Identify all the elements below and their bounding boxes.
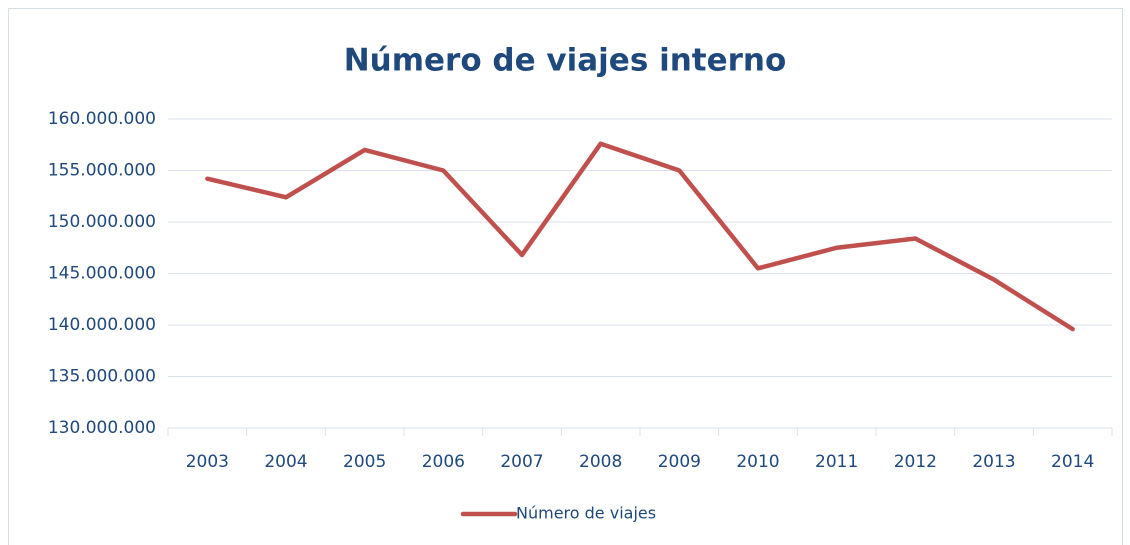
y-tick-label: 140.000.000	[48, 315, 156, 335]
y-tick-label: 130.000.000	[48, 418, 156, 438]
x-tick-label: 2012	[894, 452, 937, 472]
legend-label: Número de viajes	[516, 504, 656, 523]
x-tick-label: 2005	[343, 452, 386, 472]
x-tick-label: 2003	[186, 452, 229, 472]
x-tick-label: 2011	[815, 452, 858, 472]
chart-frame	[8, 8, 1123, 545]
x-tick-label: 2014	[1051, 452, 1094, 472]
chart-title: Número de viajes interno	[344, 43, 787, 79]
x-tick-label: 2004	[264, 452, 307, 472]
data-line	[205, 141, 1075, 332]
y-tick-label: 160.000.000	[48, 109, 156, 129]
y-tick-label: 155.000.000	[48, 161, 156, 181]
x-tick-label: 2006	[422, 452, 465, 472]
x-tick-label: 2007	[500, 452, 543, 472]
x-tick-label: 2008	[579, 452, 622, 472]
x-tick-label: 2013	[972, 452, 1015, 472]
y-tick-label: 150.000.000	[48, 212, 156, 232]
y-tick-label: 135.000.000	[48, 367, 156, 387]
x-tick-label: 2009	[658, 452, 701, 472]
y-tick-label: 145.000.000	[48, 264, 156, 284]
x-tick-label: 2010	[736, 452, 779, 472]
